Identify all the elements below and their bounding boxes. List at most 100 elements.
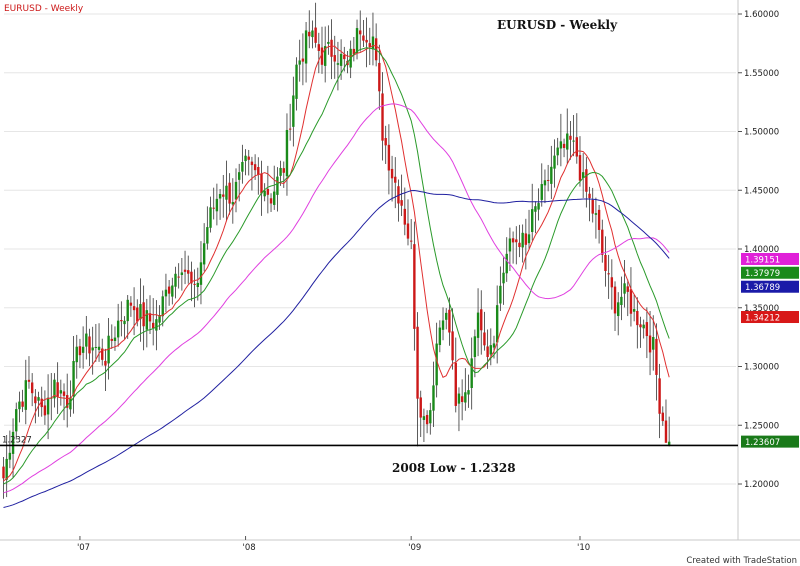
candle-body-down [362, 35, 365, 41]
candle-body-down [378, 62, 381, 92]
candle-body-down [518, 242, 521, 248]
candle-body-up [85, 333, 88, 347]
candle-body-down [569, 135, 572, 140]
left-marker-label: 1.2327 [2, 435, 32, 445]
candle-body-down [257, 167, 260, 175]
candle-body-up [537, 203, 540, 210]
candle-body-down [320, 47, 324, 65]
candle-body-down [260, 173, 263, 194]
candle-body-up [273, 191, 276, 205]
candle-body-down [101, 348, 104, 360]
candle-body-up [11, 431, 15, 454]
candle-body-up [174, 273, 177, 287]
candle-body-down [88, 336, 91, 354]
candle-body-up [279, 167, 282, 176]
candle-body-down [247, 156, 250, 160]
candle-body-up [285, 129, 289, 177]
candle-body-down [524, 233, 528, 245]
candle-body-down [384, 138, 387, 146]
candle-body-up [355, 28, 359, 54]
candle-body-down [546, 179, 550, 181]
candle-body-down [610, 277, 614, 288]
candle-body-up [531, 209, 534, 232]
candle-body-down [43, 405, 47, 416]
candle-body-up [8, 452, 12, 460]
candle-body-up [155, 319, 158, 331]
moving-average-20 [3, 47, 670, 485]
candle-body-down [419, 397, 422, 418]
candle-body-down [591, 200, 594, 214]
candle-body-up [158, 314, 161, 323]
candle-body-down [129, 302, 133, 306]
candle-body-down [626, 286, 629, 292]
candle-body-down [21, 401, 24, 407]
candle-body-down [387, 144, 391, 171]
candle-body-down [253, 164, 257, 171]
candle-body-up [550, 166, 553, 184]
price-tag-label: 1.36789 [745, 283, 780, 293]
candle-body-down [78, 346, 82, 356]
candle-body-down [56, 382, 59, 397]
candle-body-down [604, 254, 607, 272]
candle-body-down [655, 338, 658, 375]
candle-body-up [161, 296, 164, 317]
candle-body-up [126, 299, 129, 322]
candle-body-up [37, 397, 40, 401]
support-line-group: 1.2327 [0, 435, 738, 447]
candle-body-up [623, 283, 626, 294]
candle-body-down [578, 155, 582, 181]
candle-body-down [2, 466, 5, 479]
candle-body-down [136, 307, 139, 322]
candle-body-up [566, 133, 569, 150]
candle-body-down [448, 309, 451, 333]
source-credit: Created with TradeStation [686, 556, 797, 566]
candle-body-down [314, 27, 317, 43]
candle-body-down [148, 313, 152, 322]
candle-body-down [359, 30, 362, 35]
candle-body-up [457, 393, 461, 404]
candle-body-up [594, 213, 598, 215]
y-tick-label: 1.45000 [744, 186, 779, 196]
candle-body-down [480, 309, 483, 331]
candle-body-down [132, 306, 136, 311]
candle-body-up [202, 243, 206, 265]
candle-body-down [104, 360, 107, 366]
candle-body-down [601, 229, 604, 255]
candle-body-up [218, 193, 222, 199]
candle-body-down [343, 54, 346, 60]
candle-body-down [228, 182, 231, 204]
candle-body-up [225, 185, 228, 200]
candle-body-up [435, 343, 438, 386]
candle-body-down [645, 322, 649, 337]
candle-body-up [196, 282, 199, 288]
candle-body-up [617, 302, 620, 317]
price-tag-label: 1.34212 [745, 314, 780, 324]
y-tick-label: 1.60000 [744, 10, 779, 20]
x-tick-label: '08 [243, 543, 256, 553]
candle-body-up [505, 253, 508, 274]
candle-body-down [585, 169, 588, 192]
candle-body-down [629, 289, 633, 314]
price-tag [741, 252, 799, 265]
candle-body-up [543, 180, 547, 186]
y-tick-label: 1.30000 [744, 363, 779, 373]
candle-body-down [400, 200, 403, 206]
candlesticks [2, 2, 671, 499]
candle-body-up [53, 379, 56, 399]
candle-body-up [473, 336, 477, 358]
grid-lines [4, 13, 736, 485]
candle-body-down [269, 198, 273, 204]
candle-body-down [381, 93, 384, 141]
candle-body-down [613, 286, 617, 314]
candle-body-up [91, 347, 94, 351]
y-axis: 1.20000 1.25000 1.30000 1.35000 1.40000 1.450… [738, 10, 779, 490]
candle-body-down [222, 194, 225, 197]
candle-body-down [250, 161, 254, 166]
candle-body-down [413, 244, 416, 329]
candle-body-down [62, 391, 66, 396]
candle-body-down [515, 239, 518, 243]
x-tick-label: '10 [577, 543, 590, 553]
candle-body-down [511, 238, 515, 243]
